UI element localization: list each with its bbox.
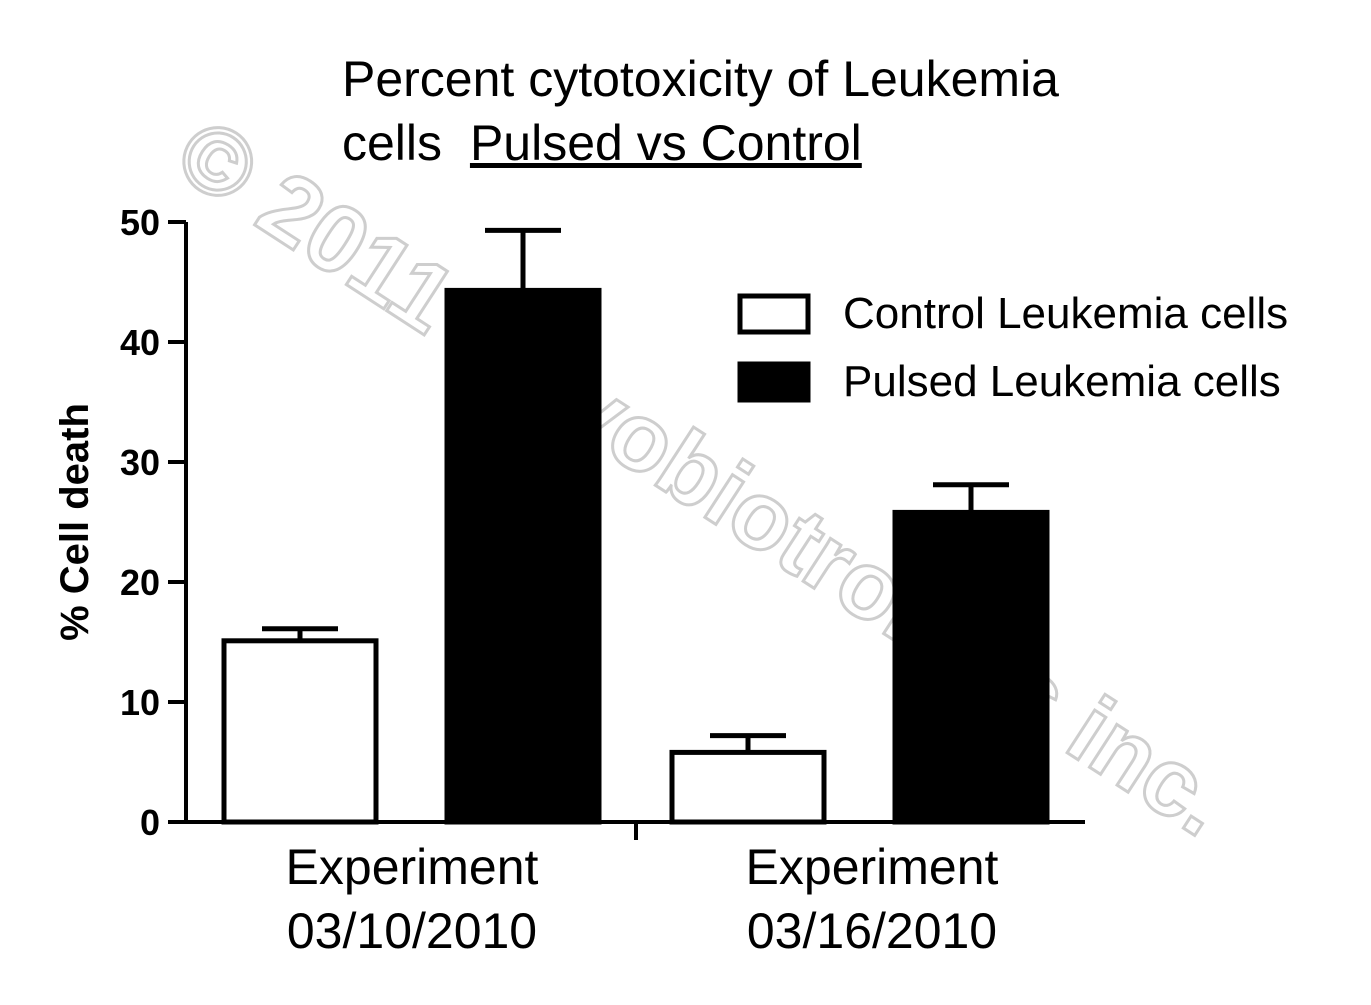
y-axis-ticks: 0 10 20 30 40 50 [120, 202, 186, 843]
category-labels: Experiment 03/10/2010 Experiment 03/16/2010 [286, 839, 999, 959]
legend-swatch-control [737, 293, 811, 335]
chart-title-line-1: Percent cytotoxicity of Leukemia [342, 51, 1059, 107]
y-tick-label: 0 [140, 802, 160, 843]
legend-swatch-pulsed [737, 361, 811, 403]
y-tick-label: 30 [120, 442, 160, 483]
legend: Control Leukemia cells Pulsed Leukemia ce… [737, 289, 1288, 406]
y-tick-label: 40 [120, 322, 160, 363]
bar-control-2 [669, 749, 827, 825]
chart-title-line-2-underlined: Pulsed vs Control [470, 115, 862, 171]
y-axis-label: % Cell death [53, 403, 97, 641]
category-label: Experiment [286, 839, 539, 895]
chart-title-line-2: cells Pulsed vs Control [342, 115, 862, 171]
category-label: Experiment [746, 839, 999, 895]
y-tick-label: 10 [120, 682, 160, 723]
bar-pulsed-1 [444, 287, 602, 825]
chart-title-line-2-start: cells [342, 115, 442, 171]
y-tick-label: 50 [120, 202, 160, 243]
category-label: 03/10/2010 [287, 903, 537, 959]
legend-label-control: Control Leukemia cells [843, 289, 1288, 338]
y-tick-label: 20 [120, 562, 160, 603]
bar-control-1 [221, 638, 379, 825]
bars [221, 227, 1050, 825]
category-label: 03/16/2010 [747, 903, 997, 959]
legend-label-pulsed: Pulsed Leukemia cells [843, 357, 1281, 406]
bar-pulsed-2 [892, 509, 1050, 825]
